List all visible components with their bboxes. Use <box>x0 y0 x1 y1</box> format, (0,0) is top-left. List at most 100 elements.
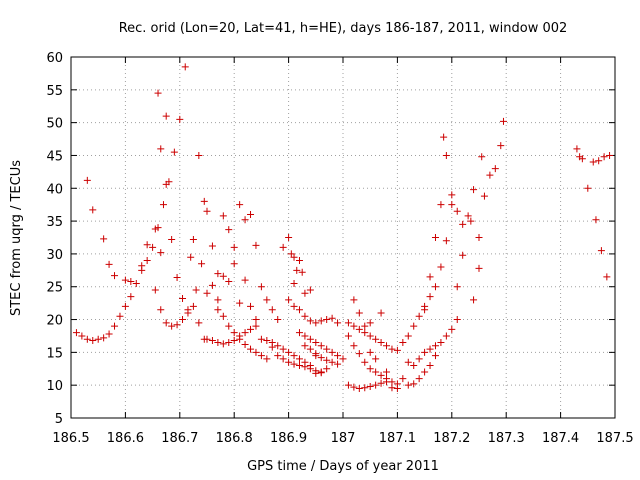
data-point <box>252 348 260 356</box>
data-point <box>491 165 499 173</box>
data-point <box>600 153 608 161</box>
data-point <box>301 342 309 350</box>
data-point <box>274 352 282 360</box>
data-point <box>383 342 391 350</box>
data-point <box>592 216 600 224</box>
data-point <box>399 339 407 347</box>
data-point <box>105 260 113 268</box>
data-point <box>475 234 483 241</box>
data-point <box>162 180 170 188</box>
data-point <box>111 272 119 280</box>
data-point <box>317 369 325 377</box>
data-point <box>312 350 320 358</box>
data-point <box>290 360 298 368</box>
data-point <box>100 334 108 342</box>
data-point <box>366 348 374 356</box>
data-point <box>151 225 159 233</box>
data-point <box>317 354 325 362</box>
data-point <box>173 321 181 329</box>
data-point <box>301 289 309 297</box>
data-point <box>344 332 352 340</box>
data-point <box>377 371 385 379</box>
data-point <box>72 329 80 337</box>
data-point <box>236 201 244 209</box>
data-point <box>189 302 197 310</box>
data-point <box>328 358 336 366</box>
data-point <box>323 316 331 324</box>
data-point <box>584 184 592 192</box>
y-tick-label: 60 <box>46 51 63 66</box>
data-point <box>105 330 113 338</box>
data-point <box>116 312 124 320</box>
data-point <box>323 356 331 364</box>
data-point <box>328 314 336 322</box>
data-point <box>467 217 475 225</box>
data-point <box>442 332 450 340</box>
data-point <box>241 329 249 337</box>
data-point <box>168 322 176 330</box>
data-point <box>606 151 614 159</box>
data-point <box>285 348 293 356</box>
data-point <box>393 384 401 392</box>
data-point <box>293 266 301 274</box>
data-point <box>344 319 352 327</box>
x-tick-label: 187.2 <box>433 431 470 446</box>
x-tick-label: 187.5 <box>596 431 633 446</box>
data-point <box>317 342 325 350</box>
data-point <box>478 153 486 161</box>
data-point <box>480 192 488 200</box>
data-point <box>573 145 581 153</box>
data-point <box>168 235 176 243</box>
data-point <box>355 350 363 358</box>
data-point <box>404 332 412 340</box>
y-tick-label: 20 <box>46 314 63 329</box>
data-point <box>377 339 385 347</box>
data-point <box>157 306 165 314</box>
y-tick-label: 5 <box>55 412 63 427</box>
data-point <box>208 281 216 289</box>
data-point <box>459 220 467 228</box>
data-point <box>328 348 336 356</box>
data-point <box>410 380 418 388</box>
data-point <box>426 273 434 281</box>
data-point <box>179 295 187 303</box>
data-point <box>189 235 197 243</box>
data-point <box>388 345 396 353</box>
data-point <box>442 237 450 245</box>
data-point <box>121 302 129 310</box>
data-point <box>470 186 478 194</box>
data-point <box>295 256 303 264</box>
data-point <box>157 249 165 257</box>
data-point <box>486 171 494 179</box>
data-point <box>410 322 418 330</box>
data-point <box>306 317 314 325</box>
data-point <box>499 117 507 125</box>
data-point <box>263 296 271 304</box>
data-point <box>426 345 434 353</box>
data-point <box>334 360 342 368</box>
data-point <box>415 375 423 383</box>
data-point <box>312 339 320 347</box>
data-point <box>334 352 342 360</box>
data-point <box>78 332 86 340</box>
data-point <box>219 272 227 280</box>
data-point <box>377 309 385 317</box>
data-point <box>127 277 135 285</box>
y-tick-label: 30 <box>46 248 63 263</box>
data-point <box>377 379 385 387</box>
data-point <box>431 234 439 241</box>
data-point <box>192 286 200 294</box>
data-point <box>83 176 91 184</box>
data-point <box>208 242 216 250</box>
data-point <box>497 142 505 150</box>
data-point <box>181 63 189 71</box>
y-tick-label: 50 <box>46 117 63 132</box>
data-point <box>578 155 586 163</box>
data-point <box>279 243 287 251</box>
data-point <box>203 207 211 215</box>
data-point <box>257 335 265 343</box>
data-point <box>366 319 374 327</box>
data-point <box>399 375 407 383</box>
data-point <box>89 206 97 214</box>
data-point <box>442 151 450 159</box>
